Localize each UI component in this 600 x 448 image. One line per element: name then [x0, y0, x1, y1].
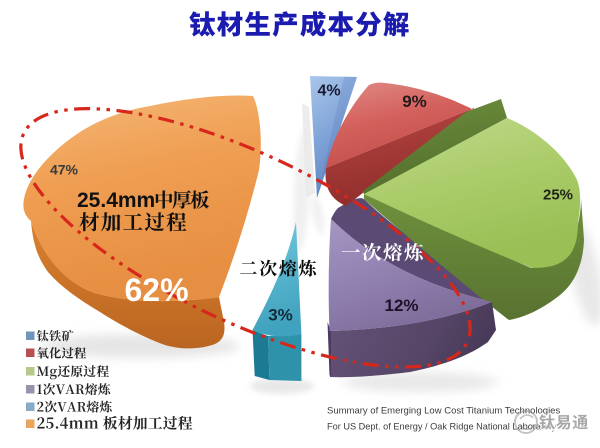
svg-text:4%: 4% — [317, 83, 340, 100]
svg-text:Summary of Emerging Low Cost T: Summary of Emerging Low Cost Titanium Te… — [327, 406, 560, 417]
svg-text:3%: 3% — [268, 306, 293, 325]
svg-text:9%: 9% — [402, 92, 427, 111]
svg-text:25.4mm: 25.4mm — [77, 189, 155, 212]
svg-text:47%: 47% — [50, 162, 79, 178]
svg-text:For US Dept. of Energy / Oak R: For US Dept. of Energy / Oak Ridge Natio… — [327, 422, 557, 432]
svg-text:25%: 25% — [543, 187, 573, 204]
svg-text:62%: 62% — [124, 272, 188, 308]
svg-text:12%: 12% — [384, 296, 418, 315]
